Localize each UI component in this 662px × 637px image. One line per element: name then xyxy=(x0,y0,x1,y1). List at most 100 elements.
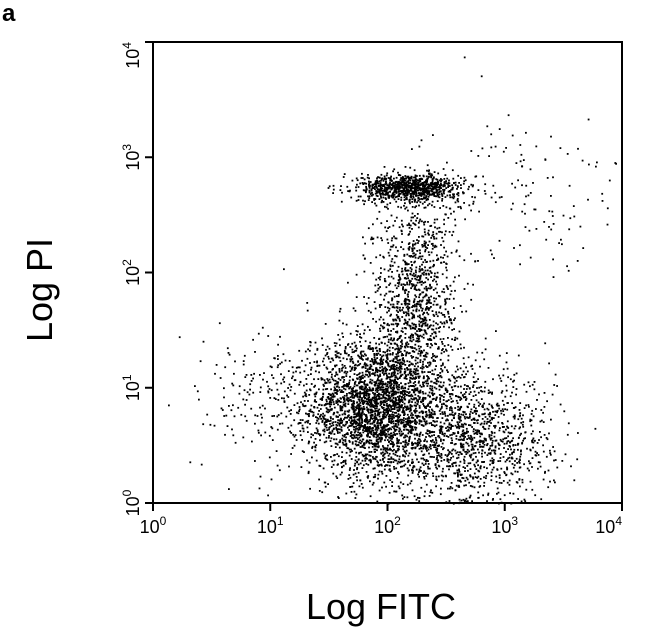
data-point xyxy=(563,410,566,413)
data-point xyxy=(359,386,362,388)
data-point xyxy=(376,217,379,220)
data-point xyxy=(378,470,381,473)
data-point xyxy=(374,360,377,363)
data-point xyxy=(457,479,459,482)
data-point xyxy=(360,417,363,419)
data-point xyxy=(352,362,355,364)
data-point xyxy=(470,408,473,411)
data-point xyxy=(491,459,494,462)
data-point xyxy=(458,375,460,378)
data-point xyxy=(476,351,479,354)
data-point xyxy=(316,349,319,351)
data-point xyxy=(441,470,444,473)
data-point xyxy=(386,356,389,358)
data-point xyxy=(353,464,356,467)
data-point xyxy=(393,190,396,192)
data-point xyxy=(419,305,422,307)
data-point xyxy=(329,394,332,397)
data-point xyxy=(347,415,350,418)
data-point xyxy=(393,405,396,408)
data-point xyxy=(564,453,567,456)
data-point xyxy=(402,192,405,195)
data-point xyxy=(436,355,438,358)
data-point xyxy=(477,496,480,499)
data-point xyxy=(413,303,416,306)
data-point xyxy=(418,405,421,407)
data-point xyxy=(424,191,427,194)
data-point xyxy=(428,185,430,188)
data-point xyxy=(457,456,460,459)
data-point xyxy=(317,422,320,425)
data-point xyxy=(398,398,400,401)
data-point xyxy=(460,473,463,476)
data-point xyxy=(429,455,432,458)
data-point xyxy=(461,430,464,433)
data-point xyxy=(517,354,520,357)
data-point xyxy=(392,358,395,360)
data-point xyxy=(383,400,386,402)
data-point xyxy=(418,180,421,183)
data-point xyxy=(459,376,462,379)
data-point xyxy=(470,438,473,441)
data-point xyxy=(469,496,471,499)
data-point xyxy=(418,303,420,306)
data-point xyxy=(397,359,399,362)
data-point xyxy=(478,404,480,407)
data-point xyxy=(423,349,425,352)
data-point xyxy=(460,453,463,455)
data-point xyxy=(375,402,378,405)
data-point xyxy=(396,396,399,398)
data-point xyxy=(395,422,397,425)
data-point xyxy=(332,454,335,457)
data-point xyxy=(399,371,402,374)
data-point xyxy=(505,437,508,439)
data-point xyxy=(395,200,398,203)
data-point xyxy=(383,481,386,484)
data-point xyxy=(336,381,339,383)
data-point xyxy=(415,410,418,412)
data-point xyxy=(378,398,380,400)
data-point xyxy=(391,299,393,302)
data-point xyxy=(402,362,405,365)
data-point xyxy=(457,423,459,425)
data-point xyxy=(420,386,423,388)
data-point xyxy=(333,403,335,406)
data-point xyxy=(402,448,405,451)
data-point xyxy=(368,191,371,194)
data-point xyxy=(353,411,356,413)
data-point xyxy=(408,189,411,192)
data-point xyxy=(440,179,443,181)
data-point xyxy=(399,399,402,402)
data-point xyxy=(369,360,372,363)
data-point xyxy=(393,448,395,451)
data-point xyxy=(341,420,344,422)
data-point xyxy=(475,412,477,415)
data-point xyxy=(393,384,395,387)
data-point xyxy=(424,266,426,269)
data-point xyxy=(444,415,447,417)
data-point xyxy=(358,415,360,418)
data-point xyxy=(465,432,468,434)
data-point xyxy=(395,314,398,316)
data-point xyxy=(369,388,371,391)
data-point xyxy=(429,385,432,387)
data-point xyxy=(307,442,310,445)
data-point xyxy=(473,432,476,435)
data-point xyxy=(499,453,502,455)
data-point xyxy=(414,420,417,423)
data-point xyxy=(527,381,530,384)
data-point xyxy=(494,426,496,429)
data-point xyxy=(397,472,400,475)
data-point xyxy=(365,391,368,393)
data-point xyxy=(378,362,381,365)
data-point xyxy=(559,403,562,406)
data-point xyxy=(345,375,348,377)
data-point xyxy=(343,418,345,421)
data-point xyxy=(365,441,368,444)
data-point xyxy=(422,333,425,336)
data-point xyxy=(329,361,332,363)
data-point xyxy=(417,438,420,440)
data-point xyxy=(356,418,359,421)
data-point xyxy=(366,427,368,430)
data-point xyxy=(400,418,403,421)
